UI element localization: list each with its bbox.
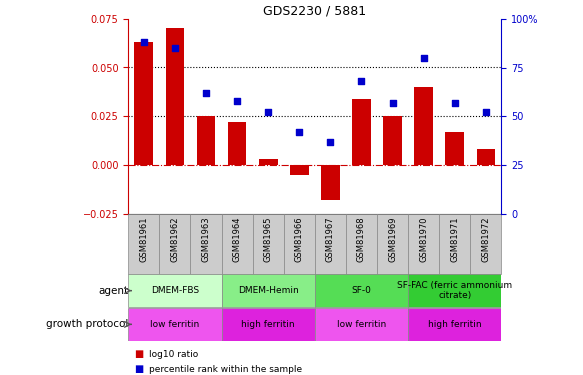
Bar [415,87,433,165]
Bar [408,274,501,307]
Point [294,129,304,135]
Title: GDS2230 / 5881: GDS2230 / 5881 [264,4,366,18]
Text: GSM81964: GSM81964 [233,217,241,262]
Bar [476,149,495,165]
Bar [128,214,159,274]
Bar [470,214,501,274]
Text: SF-0: SF-0 [352,286,371,295]
Text: high ferritin: high ferritin [428,320,482,329]
Text: agent: agent [98,286,128,296]
Bar [196,116,215,165]
Bar [128,274,222,307]
Bar [315,308,408,340]
Point [419,55,429,61]
Text: low ferritin: low ferritin [150,320,199,329]
Point [388,100,397,106]
Bar [315,214,346,274]
Text: GSM81971: GSM81971 [450,217,459,262]
Point [201,90,210,96]
Text: GSM81966: GSM81966 [295,217,304,262]
Bar [315,274,408,307]
Bar [252,214,284,274]
Bar [159,214,191,274]
Text: ■: ■ [134,350,143,359]
Bar [408,214,439,274]
Text: GSM81968: GSM81968 [357,217,366,262]
Text: SF-FAC (ferric ammonium
citrate): SF-FAC (ferric ammonium citrate) [397,281,512,300]
Point [357,78,366,84]
Bar [346,214,377,274]
Bar [222,308,315,340]
Text: low ferritin: low ferritin [337,320,386,329]
Bar [166,28,184,165]
Bar [259,159,278,165]
Bar [222,274,315,307]
Bar [135,42,153,165]
Bar [228,122,247,165]
Text: GSM81962: GSM81962 [170,217,180,262]
Text: GSM81970: GSM81970 [419,217,428,262]
Point [264,110,273,116]
Point [326,139,335,145]
Point [170,45,180,51]
Text: high ferritin: high ferritin [241,320,295,329]
Point [481,110,490,116]
Bar [439,214,470,274]
Point [139,39,149,45]
Bar [222,214,252,274]
Bar [128,308,222,340]
Bar [352,99,371,165]
Text: GSM81961: GSM81961 [139,217,148,262]
Text: DMEM-FBS: DMEM-FBS [151,286,199,295]
Bar [445,132,464,165]
Text: log10 ratio: log10 ratio [149,350,198,359]
Text: percentile rank within the sample: percentile rank within the sample [149,365,302,374]
Text: GSM81972: GSM81972 [482,217,490,262]
Text: ■: ■ [134,364,143,374]
Bar [321,165,340,200]
Text: GSM81967: GSM81967 [326,217,335,262]
Bar [191,214,222,274]
Bar [377,214,408,274]
Text: GSM81969: GSM81969 [388,217,397,262]
Bar [408,308,501,340]
Bar [383,116,402,165]
Text: GSM81963: GSM81963 [202,217,210,262]
Text: DMEM-Hemin: DMEM-Hemin [238,286,298,295]
Bar [290,165,308,175]
Bar [284,214,315,274]
Text: growth protocol: growth protocol [46,320,128,329]
Point [233,98,242,104]
Point [450,100,459,106]
Text: GSM81965: GSM81965 [264,217,273,262]
